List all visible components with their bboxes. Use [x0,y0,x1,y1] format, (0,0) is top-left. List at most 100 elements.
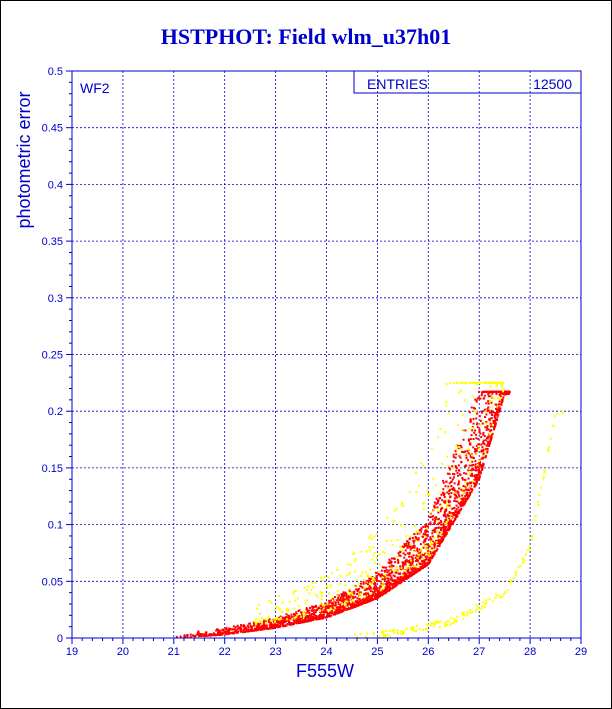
data-point-red [490,429,493,432]
data-point-yellow [556,412,559,415]
data-point-red [429,538,432,541]
data-point-red [490,438,493,441]
data-point-red [453,512,456,515]
data-point-red [447,485,450,488]
y-tick-label: 0.5 [48,66,63,78]
data-point-red [202,635,205,638]
data-point-red [323,608,326,611]
data-point-yellow [382,584,385,587]
data-point-yellow [429,548,432,551]
data-point-red [387,581,390,584]
data-point-red [413,533,416,536]
data-point-red [416,559,419,562]
data-point-yellow [274,608,277,611]
data-point-red [481,450,484,453]
data-point-red [404,563,407,566]
data-point-red [364,592,367,595]
data-point-yellow [418,531,421,534]
data-point-red [235,630,238,633]
data-point-red [480,443,483,446]
data-point-red [387,569,390,572]
data-point-red [303,620,306,623]
data-point-yellow [472,381,475,384]
data-point-red [450,485,453,488]
data-point-yellow [258,612,261,615]
data-point-red [393,575,396,578]
data-point-red [466,488,469,491]
data-point-red [388,565,391,568]
data-point-red [390,578,393,581]
data-point-yellow [420,548,423,551]
data-point-red [464,479,467,482]
data-point-red [232,625,235,628]
data-point-red [365,598,368,601]
data-point-red [381,574,384,577]
data-point-yellow [413,629,416,632]
data-point-yellow [495,384,498,387]
data-point-red [455,504,458,507]
data-point-red [423,532,426,535]
data-point-red [398,577,401,580]
data-point-red [468,464,471,467]
data-point-yellow [432,622,435,625]
stats-entries-label: ENTRIES [367,76,428,92]
data-point-yellow [293,616,296,619]
data-point-yellow [320,592,323,595]
data-point-yellow [417,553,420,556]
data-point-red [444,527,447,530]
data-point-red [424,555,427,558]
data-point-red [460,501,463,504]
data-point-red [410,570,413,573]
data-point-red [445,508,448,511]
data-point-red [423,564,426,567]
data-point-red [319,611,322,614]
data-point-yellow [480,605,483,608]
data-point-red [235,631,238,634]
data-point-red [247,628,250,631]
data-point-red [477,438,480,441]
data-point-red [452,456,455,459]
data-point-yellow [385,575,388,578]
data-point-red [407,568,410,571]
data-point-red [427,549,430,552]
data-point-yellow [373,535,376,538]
data-point-red [466,482,469,485]
data-point-red [389,582,392,585]
data-point-yellow [448,506,451,509]
data-point-red [463,450,466,453]
data-point-red [448,468,451,471]
data-point-yellow [327,576,330,579]
data-point-red [433,519,436,522]
data-point-red [454,500,457,503]
data-point-red [489,390,492,393]
data-point-red [250,626,253,629]
data-point-red [469,419,472,422]
data-point-red [442,494,445,497]
data-point-red [186,636,189,639]
data-point-red [343,594,346,597]
data-point-red [328,605,331,608]
data-point-red [322,610,325,613]
data-point-yellow [352,600,355,603]
data-point-yellow [491,406,494,409]
data-point-yellow [381,576,384,579]
data-point-red [487,395,490,398]
data-point-red [272,626,275,629]
data-point-red [299,617,302,620]
data-point-red [445,532,448,535]
data-point-red [469,474,472,477]
data-point-red [478,390,481,393]
data-point-yellow [506,589,509,592]
data-point-red [326,615,329,618]
data-point-yellow [403,525,406,528]
data-point-red [443,529,446,532]
data-point-red [319,614,322,617]
data-point-red [292,618,295,621]
data-point-red [484,426,487,429]
data-point-yellow [475,410,478,413]
data-point-yellow [438,621,441,624]
data-point-yellow [444,622,447,625]
data-point-yellow [456,616,459,619]
data-point-yellow [296,597,299,600]
data-point-red [288,615,291,618]
